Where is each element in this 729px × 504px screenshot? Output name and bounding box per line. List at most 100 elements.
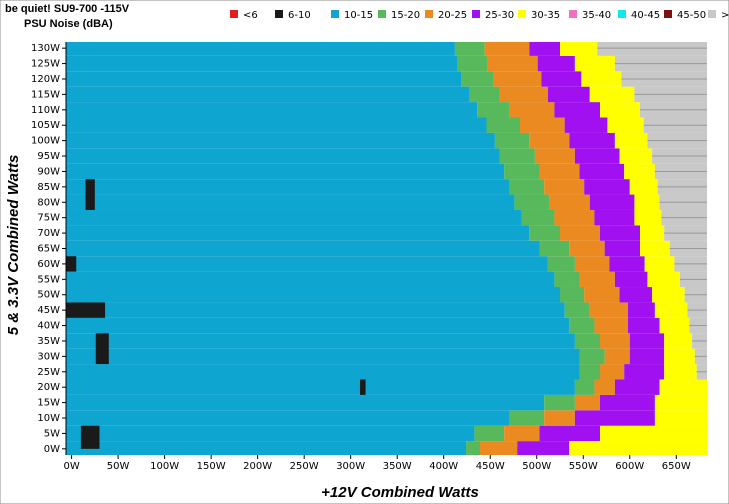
x-tick-label: 400W bbox=[429, 461, 458, 472]
heat-cell bbox=[594, 317, 628, 334]
heat-cell bbox=[544, 394, 575, 411]
heat-cell bbox=[504, 425, 540, 442]
heat-cell bbox=[66, 317, 570, 334]
x-tick-label: 550W bbox=[569, 461, 598, 472]
legend-label: 35-40 bbox=[582, 10, 611, 21]
x-axis-label: +12V Combined Watts bbox=[321, 484, 479, 501]
heat-cell bbox=[504, 163, 540, 180]
heat-cell bbox=[574, 256, 610, 272]
y-tick-label: 15W bbox=[37, 398, 60, 409]
x-tick-label: 600W bbox=[615, 461, 644, 472]
legend-swatch bbox=[708, 10, 716, 18]
heat-cell bbox=[607, 117, 644, 133]
heat-cell bbox=[547, 86, 590, 103]
legend-label: 40-45 bbox=[631, 10, 660, 21]
heat-cell bbox=[574, 55, 615, 72]
heat-cell bbox=[584, 179, 630, 195]
heat-patch bbox=[359, 379, 366, 395]
heat-cell bbox=[652, 287, 685, 303]
heat-cell bbox=[560, 225, 601, 241]
heat-cell bbox=[574, 410, 655, 426]
y-tick-label: 25W bbox=[37, 367, 60, 378]
heat-cell bbox=[469, 86, 500, 103]
heat-cell bbox=[66, 86, 470, 103]
legend-swatch bbox=[425, 10, 433, 18]
legend-swatch bbox=[275, 10, 283, 18]
heat-cell bbox=[579, 364, 601, 380]
heat-cell bbox=[66, 333, 575, 349]
heat-cell bbox=[474, 425, 505, 442]
heat-cell bbox=[569, 132, 615, 149]
heat-cell bbox=[477, 102, 510, 118]
heat-cell bbox=[529, 42, 561, 56]
heat-cell bbox=[584, 287, 620, 303]
legend-swatch bbox=[472, 10, 480, 18]
x-tick-label: 500W bbox=[522, 461, 551, 472]
heat-cell bbox=[560, 42, 598, 56]
legend-label: <6 bbox=[243, 10, 258, 21]
heat-cell bbox=[574, 148, 620, 164]
heat-cell bbox=[589, 194, 635, 210]
heat-cell bbox=[614, 132, 648, 149]
chart-subtitle: PSU Noise (dBA) bbox=[24, 18, 113, 30]
heat-cell bbox=[554, 271, 580, 288]
heat-cell bbox=[634, 209, 662, 226]
heat-cell bbox=[499, 86, 548, 103]
heat-cell bbox=[457, 55, 488, 72]
heat-cell bbox=[659, 379, 707, 395]
heat-cell bbox=[493, 71, 542, 87]
y-tick-label: 45W bbox=[37, 305, 60, 316]
heat-cell bbox=[574, 379, 595, 395]
legend-swatch bbox=[664, 10, 672, 18]
plot-area bbox=[66, 42, 707, 455]
heat-cell bbox=[554, 102, 601, 118]
heat-cell bbox=[66, 179, 510, 195]
heat-cell bbox=[654, 394, 707, 411]
heat-cell bbox=[66, 410, 510, 426]
heat-cell bbox=[66, 209, 522, 226]
legend-swatch bbox=[518, 10, 526, 18]
heat-cell bbox=[589, 86, 635, 103]
x-tick-label: 100W bbox=[150, 461, 179, 472]
x-tick-label: 350W bbox=[383, 461, 412, 472]
y-tick-label: 110W bbox=[31, 105, 60, 116]
heat-cell bbox=[624, 364, 665, 380]
heat-cell bbox=[537, 55, 575, 72]
heat-cell bbox=[600, 225, 641, 241]
heat-cell bbox=[541, 71, 582, 87]
heat-cell bbox=[659, 317, 690, 334]
x-tick-label: 450W bbox=[476, 461, 505, 472]
heat-cell bbox=[66, 379, 575, 395]
heat-cell bbox=[547, 256, 575, 272]
y-tick-label: 105W bbox=[31, 120, 60, 131]
heat-cell bbox=[664, 333, 693, 349]
heat-patch bbox=[85, 179, 95, 210]
heat-cell bbox=[66, 364, 580, 380]
heat-cell bbox=[579, 348, 605, 365]
heat-cell bbox=[499, 148, 535, 164]
y-tick-label: 130W bbox=[31, 43, 60, 54]
y-tick-label: 5W bbox=[44, 428, 60, 439]
y-tick-label: 50W bbox=[37, 290, 60, 301]
heat-cell bbox=[517, 441, 570, 455]
heat-cell bbox=[479, 441, 518, 455]
y-tick-label: 60W bbox=[37, 259, 60, 270]
heat-cell bbox=[600, 364, 625, 380]
y-tick-label: 0W bbox=[44, 444, 60, 455]
heat-cell bbox=[634, 194, 660, 210]
y-tick-label: 120W bbox=[31, 74, 60, 85]
legend-swatch bbox=[569, 10, 577, 18]
legend-swatch bbox=[331, 10, 339, 18]
heat-cell bbox=[644, 256, 675, 272]
y-axis-label: 5 & 3.3V Combined Watts bbox=[5, 155, 22, 336]
heat-cell bbox=[629, 333, 665, 349]
y-tick-label: 85W bbox=[37, 182, 60, 193]
legend-label: 25-30 bbox=[485, 10, 514, 21]
x-tick-label: 250W bbox=[290, 461, 319, 472]
heat-cell bbox=[544, 179, 585, 195]
heat-cell bbox=[454, 42, 485, 56]
y-tick-label: 90W bbox=[37, 166, 60, 177]
y-tick-label: 70W bbox=[37, 228, 60, 239]
heat-cell bbox=[509, 102, 555, 118]
